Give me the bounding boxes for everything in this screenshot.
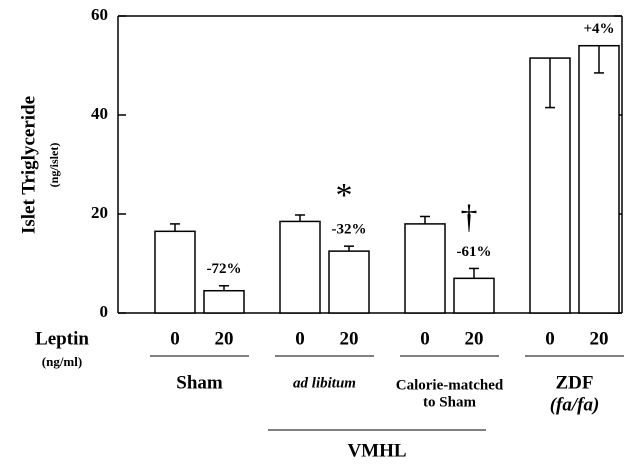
- group-label: ad libitum: [293, 375, 356, 391]
- group-label: to Sham: [423, 394, 476, 410]
- x-axis-unit: (ng/ml): [42, 354, 82, 369]
- bar: [279, 220, 321, 314]
- x-tick-label: 0: [170, 328, 180, 349]
- significance-symbol: *: [336, 177, 353, 214]
- bar: [328, 250, 370, 314]
- y-axis-label: Islet Triglyceride: [18, 96, 39, 234]
- y-tick-label: 40: [91, 104, 108, 123]
- super-group-label: VMHL: [347, 440, 406, 461]
- x-axis-label: Leptin: [35, 328, 89, 349]
- x-tick-label: 0: [545, 328, 555, 349]
- group-label: ZDF: [556, 372, 594, 393]
- group-label: (fa/fa): [550, 394, 600, 415]
- x-tick-label: 20: [590, 328, 609, 349]
- change-label: -32%: [332, 222, 367, 238]
- change-label: -61%: [457, 244, 492, 260]
- x-tick-label: 20: [215, 328, 234, 349]
- y-tick-label: 20: [91, 203, 108, 222]
- bar: [154, 230, 196, 314]
- group-label: Calorie-matched: [396, 377, 504, 393]
- group-label: Sham: [176, 372, 223, 393]
- bar: [453, 277, 495, 314]
- x-tick-label: 0: [420, 328, 430, 349]
- x-tick-label: 0: [295, 328, 305, 349]
- x-tick-label: 20: [340, 328, 359, 349]
- bar: [578, 44, 620, 314]
- x-tick-label: 20: [465, 328, 484, 349]
- bar: [203, 289, 245, 314]
- change-label: +4%: [583, 21, 614, 37]
- significance-symbol: †: [461, 199, 478, 236]
- y-axis-unit: (ng/islet): [47, 143, 61, 188]
- bar: [404, 223, 446, 314]
- y-tick-label: 0: [100, 302, 109, 321]
- change-label: -72%: [207, 261, 242, 277]
- y-tick-label: 60: [91, 5, 108, 24]
